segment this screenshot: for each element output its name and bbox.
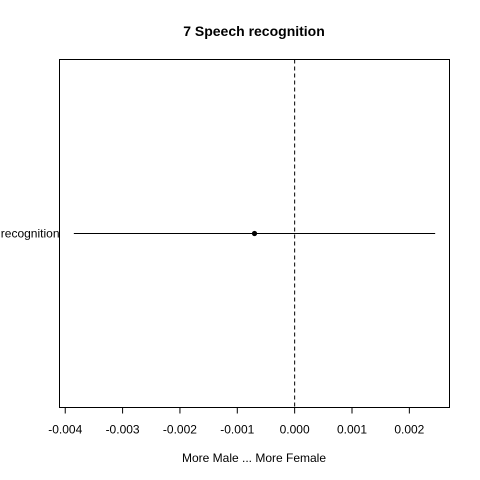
chart-title: 7 Speech recognition	[183, 23, 325, 39]
x-axis-label: More Male ... More Female	[182, 451, 326, 465]
data-marks	[73, 59, 436, 408]
x-tick-label: -0.003	[106, 423, 140, 437]
x-tick-label: 0.002	[394, 423, 424, 437]
x-tick-label: -0.001	[220, 423, 254, 437]
x-axis: -0.004 -0.003 -0.002 -0.001 0.000 0.001 0.002	[48, 407, 425, 437]
x-tick-label: 0.001	[337, 423, 367, 437]
x-tick-label: 0.000	[280, 423, 310, 437]
x-tick-label: -0.004	[48, 423, 82, 437]
x-tick-label: -0.002	[163, 423, 197, 437]
point-estimate	[251, 230, 258, 237]
category-label: Speech recognition	[0, 227, 60, 241]
